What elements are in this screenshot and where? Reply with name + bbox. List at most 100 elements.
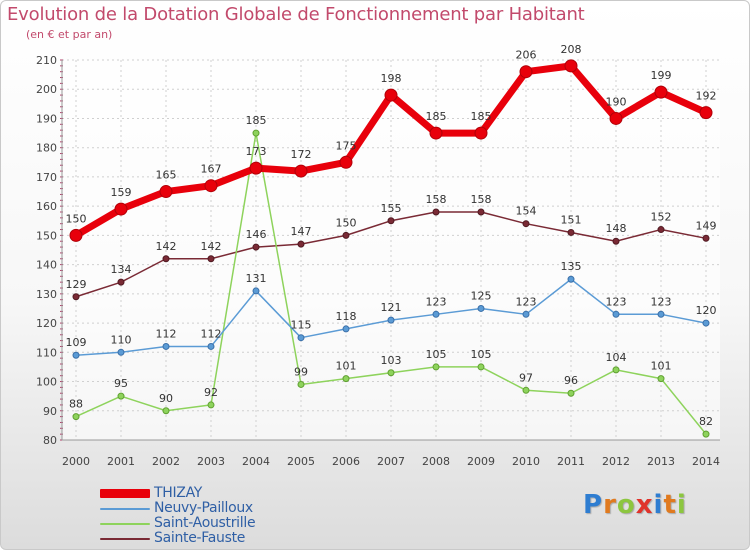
- data-label-saint-aoustrille: 99: [294, 365, 308, 378]
- data-point-thizay: [114, 202, 128, 216]
- data-point-thizay: [294, 164, 308, 178]
- data-point-sainte-fauste: [432, 208, 440, 216]
- data-point-sainte-fauste: [342, 231, 350, 239]
- data-label-sainte-fauste: 142: [156, 240, 177, 253]
- x-tick-label: 2003: [197, 455, 225, 468]
- data-point-thizay: [69, 228, 83, 242]
- data-point-sainte-fauste: [72, 293, 80, 301]
- data-label-sainte-fauste: 155: [381, 202, 402, 215]
- legend-label-sainte-fauste: Sainte-Fauste: [154, 530, 246, 546]
- data-label-thizay: 150: [66, 212, 87, 225]
- data-point-neuvy-pailloux: [522, 310, 530, 318]
- data-label-sainte-fauste: 129: [66, 278, 87, 291]
- data-label-sainte-fauste: 147: [291, 225, 312, 238]
- data-point-saint-aoustrille: [567, 389, 575, 397]
- logo-letter: i: [676, 490, 687, 520]
- data-point-thizay: [654, 85, 668, 99]
- data-point-neuvy-pailloux: [477, 304, 485, 312]
- y-tick-label: 140: [36, 259, 57, 272]
- data-label-sainte-fauste: 150: [336, 216, 357, 229]
- data-label-saint-aoustrille: 88: [69, 398, 83, 411]
- data-point-neuvy-pailloux: [297, 334, 305, 342]
- y-tick-label: 90: [43, 405, 57, 418]
- data-point-neuvy-pailloux: [342, 325, 350, 333]
- logo-letter: i: [653, 490, 664, 520]
- data-label-thizay: 173: [246, 145, 267, 158]
- data-label-saint-aoustrille: 105: [426, 348, 447, 361]
- x-tick-label: 2014: [692, 455, 720, 468]
- x-tick-label: 2011: [557, 455, 585, 468]
- y-tick-label: 190: [36, 112, 57, 125]
- data-point-saint-aoustrille: [657, 375, 665, 383]
- data-label-sainte-fauste: 158: [426, 193, 447, 206]
- data-label-thizay: 165: [156, 169, 177, 182]
- data-label-thizay: 190: [606, 95, 627, 108]
- data-point-neuvy-pailloux: [117, 348, 125, 356]
- y-tick-label: 150: [36, 229, 57, 242]
- data-label-thizay: 185: [471, 110, 492, 123]
- data-point-thizay: [159, 185, 173, 199]
- data-label-thizay: 159: [111, 186, 132, 199]
- logo-letter: t: [663, 490, 677, 520]
- legend-swatch-sainte-fauste: [100, 538, 150, 540]
- data-label-sainte-fauste: 146: [246, 228, 267, 241]
- legend-label-thizay: THIZAY: [154, 485, 203, 501]
- data-point-saint-aoustrille: [612, 366, 620, 374]
- legend-label-saint-aoustrille: Saint-Aoustrille: [154, 515, 256, 531]
- data-label-saint-aoustrille: 82: [699, 415, 713, 428]
- data-label-saint-aoustrille: 96: [564, 374, 578, 387]
- data-point-sainte-fauste: [522, 220, 530, 228]
- data-point-sainte-fauste: [702, 234, 710, 242]
- data-label-thizay: 192: [696, 90, 717, 103]
- data-label-neuvy-pailloux: 112: [156, 327, 177, 340]
- logo-letter: x: [635, 490, 654, 520]
- data-point-thizay: [429, 126, 443, 140]
- data-point-neuvy-pailloux: [612, 310, 620, 318]
- data-label-thizay: 206: [516, 49, 537, 62]
- data-point-thizay: [609, 111, 623, 125]
- data-label-sainte-fauste: 151: [561, 213, 582, 226]
- y-tick-label: 100: [36, 376, 57, 389]
- data-label-saint-aoustrille: 101: [336, 360, 357, 373]
- data-point-saint-aoustrille: [387, 369, 395, 377]
- legend-swatch-thizay: [100, 489, 150, 498]
- data-label-thizay: 199: [651, 69, 672, 82]
- data-label-neuvy-pailloux: 123: [516, 295, 537, 308]
- x-tick-label: 2002: [152, 455, 180, 468]
- data-point-thizay: [384, 88, 398, 102]
- data-point-thizay: [204, 179, 218, 193]
- x-tick-label: 2012: [602, 455, 630, 468]
- data-label-thizay: 167: [201, 163, 222, 176]
- data-point-thizay: [699, 106, 713, 120]
- y-tick-label: 200: [36, 83, 57, 96]
- data-label-saint-aoustrille: 103: [381, 354, 402, 367]
- data-point-sainte-fauste: [297, 240, 305, 248]
- data-label-saint-aoustrille: 105: [471, 348, 492, 361]
- data-label-neuvy-pailloux: 125: [471, 289, 492, 302]
- data-point-thizay: [474, 126, 488, 140]
- data-point-sainte-fauste: [387, 217, 395, 225]
- data-label-neuvy-pailloux: 118: [336, 310, 357, 323]
- data-label-neuvy-pailloux: 131: [246, 272, 267, 285]
- data-point-saint-aoustrille: [207, 401, 215, 409]
- data-label-saint-aoustrille: 101: [651, 360, 672, 373]
- data-point-saint-aoustrille: [252, 129, 260, 137]
- data-point-thizay: [339, 155, 353, 169]
- data-label-sainte-fauste: 154: [516, 205, 537, 218]
- data-point-sainte-fauste: [252, 243, 260, 251]
- data-point-neuvy-pailloux: [387, 316, 395, 324]
- legend-swatch-neuvy-pailloux: [100, 508, 150, 510]
- data-point-neuvy-pailloux: [702, 319, 710, 327]
- data-label-saint-aoustrille: 95: [114, 377, 128, 390]
- data-point-saint-aoustrille: [342, 375, 350, 383]
- data-point-sainte-fauste: [162, 255, 170, 263]
- data-label-saint-aoustrille: 97: [519, 371, 533, 384]
- data-label-saint-aoustrille: 185: [246, 114, 267, 127]
- y-tick-label: 80: [43, 434, 57, 447]
- x-tick-label: 2013: [647, 455, 675, 468]
- data-label-neuvy-pailloux: 123: [651, 295, 672, 308]
- data-point-sainte-fauste: [207, 255, 215, 263]
- data-label-saint-aoustrille: 92: [204, 386, 218, 399]
- y-tick-label: 160: [36, 200, 57, 213]
